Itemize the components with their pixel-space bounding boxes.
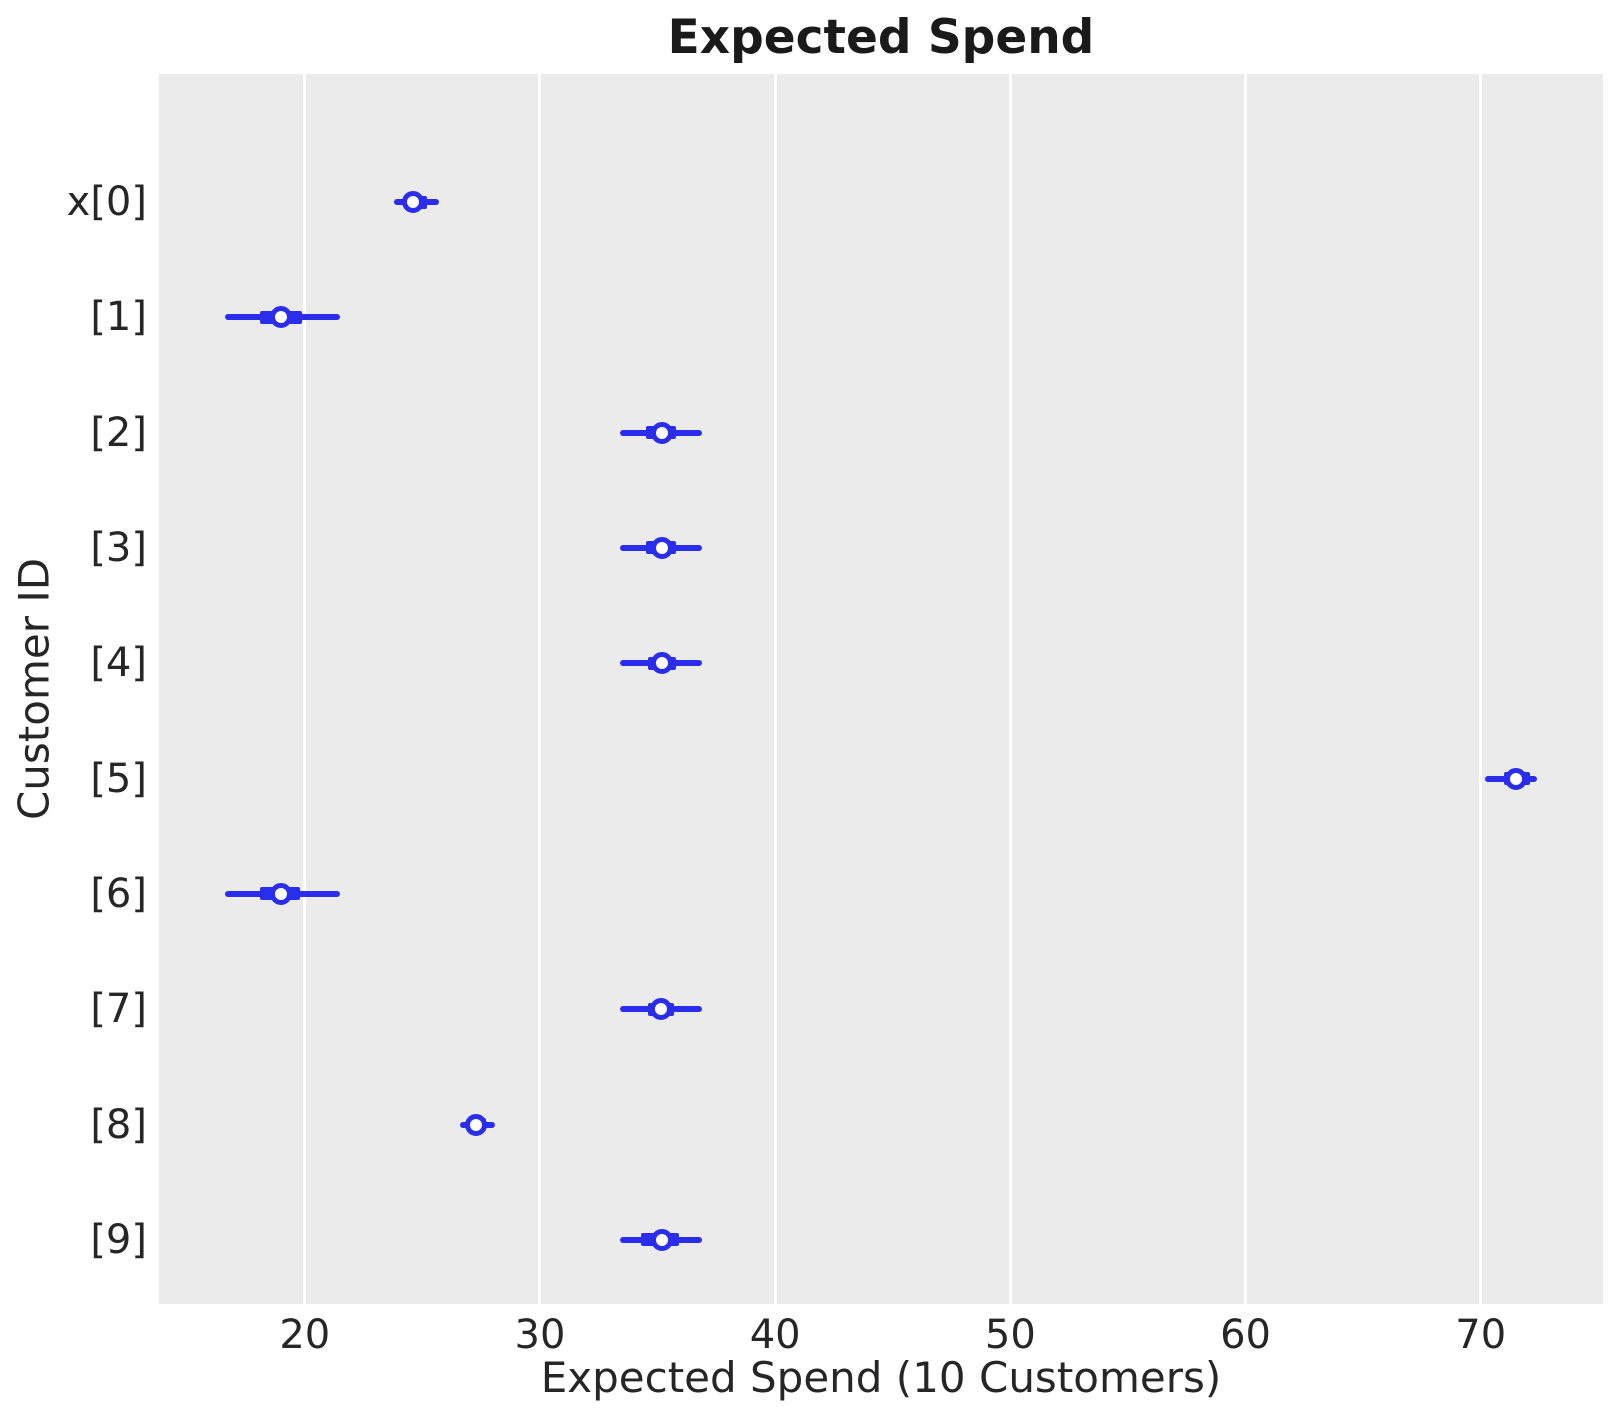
- y-tick-label: [1]: [90, 294, 147, 341]
- median-marker: [401, 191, 424, 213]
- x-tick-label: 60: [1220, 1312, 1271, 1358]
- gridline-x-30: [538, 74, 542, 1304]
- median-marker: [651, 652, 674, 675]
- gridline-x-70: [1479, 74, 1483, 1304]
- gridline-x-60: [1244, 74, 1248, 1304]
- y-tick-label: [2]: [90, 409, 147, 456]
- y-tick-label: [4]: [90, 640, 147, 687]
- y-tick-label: [6]: [90, 870, 147, 917]
- y-tick-label: x[0]: [66, 179, 147, 225]
- median-marker: [651, 1228, 674, 1251]
- gridline-x-40: [773, 74, 777, 1304]
- x-tick-label: 50: [984, 1312, 1036, 1358]
- y-tick-label: [7]: [90, 986, 147, 1033]
- x-tick-label: 70: [1455, 1312, 1507, 1358]
- gridline-x-50: [1008, 74, 1012, 1304]
- x-axis-label: Expected Spend (10 Customers): [540, 1353, 1222, 1402]
- y-tick-label: [9]: [90, 1216, 147, 1263]
- median-marker: [650, 998, 673, 1021]
- x-tick-label: 20: [279, 1312, 331, 1358]
- median-marker: [1504, 767, 1527, 790]
- x-tick-label: 30: [514, 1312, 566, 1358]
- median-marker: [651, 536, 674, 559]
- median-marker: [651, 421, 674, 444]
- y-tick-label: [3]: [90, 524, 147, 571]
- gridline-x-20: [303, 74, 307, 1304]
- chart-title: Expected Spend: [667, 10, 1095, 65]
- plot-area: [159, 74, 1603, 1304]
- median-marker: [270, 306, 293, 329]
- y-tick-label: [5]: [90, 755, 147, 802]
- median-marker: [270, 882, 293, 905]
- x-tick-label: 40: [749, 1312, 801, 1358]
- median-marker: [465, 1113, 488, 1136]
- y-tick-label: [8]: [90, 1101, 147, 1148]
